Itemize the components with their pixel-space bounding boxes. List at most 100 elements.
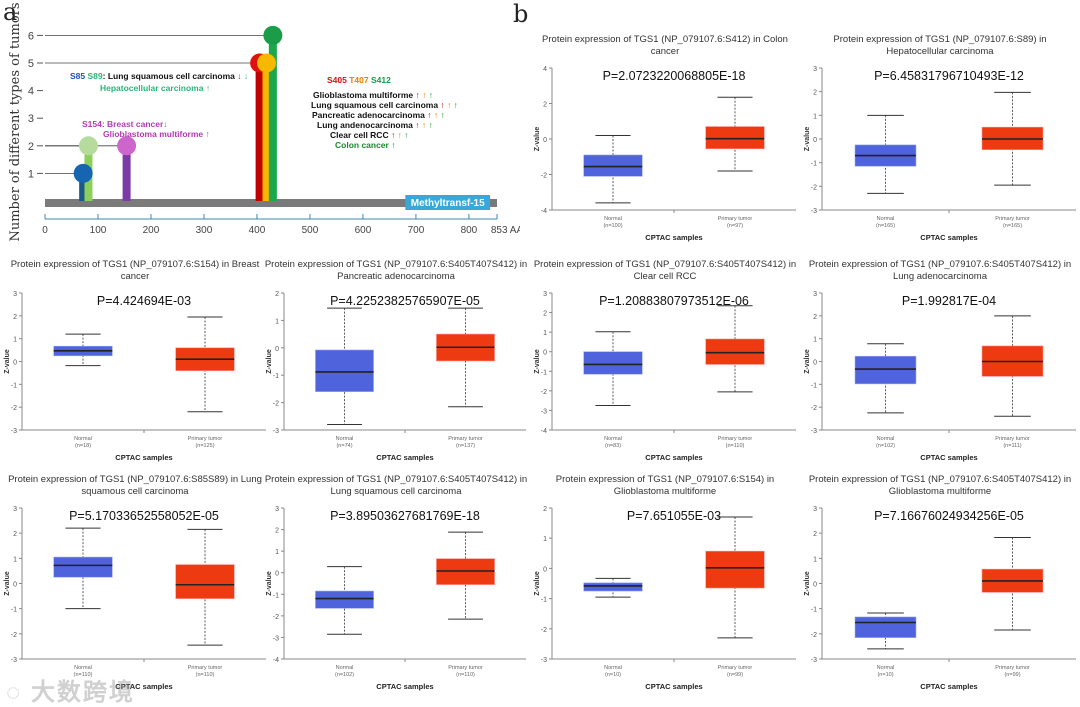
y-axis-label: Z-value <box>804 349 811 374</box>
group-label: Normal <box>604 436 622 442</box>
lollipop-svg: Number of different types of tumors 1 2 3 4 5… <box>8 2 523 241</box>
group-n: (n=74) <box>336 443 352 449</box>
site-annotation: Hepatocellular carcinoma ↑ <box>100 84 210 93</box>
boxplot-svg: Protein expression of TGS1 (NP_079107.6:… <box>804 474 1076 691</box>
annotation-text: ↑ <box>433 110 441 120</box>
group-n: (n=10) <box>605 672 621 678</box>
y-tick-label: -2 <box>811 405 817 412</box>
y-tick-label: -1 <box>541 597 547 604</box>
x-tick-label: 300 <box>196 225 213 236</box>
annotation-text: ↓ <box>237 71 244 81</box>
y-tick-label: 0 <box>275 571 279 578</box>
tumor-box <box>705 126 765 150</box>
boxplot-panel: Protein expression of TGS1 (NP_079107.6:… <box>262 470 530 699</box>
tumor-box <box>705 550 765 589</box>
chart-title: Protein expression of TGS1 (NP_079107.6:… <box>265 474 527 485</box>
annotation-text: Glioblastoma multiforme ↑ <box>103 129 210 139</box>
group-label: Normal <box>74 436 92 442</box>
annotation-text: ↑ <box>404 130 409 140</box>
group-n: (n=102) <box>335 672 354 678</box>
site-annotation: S85 S89: Lung squamous cell carcinoma ↓ … <box>70 72 248 81</box>
group-n: (n=100) <box>603 223 622 229</box>
y-axis-label: Z-value <box>4 571 11 596</box>
y-axis-label: Z-value <box>266 571 273 596</box>
annotation-text: Clear cell RCC <box>330 130 391 140</box>
annotation-text: ↑ <box>440 100 448 110</box>
y-tick-label: 2 <box>13 314 17 321</box>
y-tick-label: 2 <box>543 311 547 318</box>
chart-title: Protein expression of TGS1 (NP_079107.6:… <box>809 474 1071 485</box>
y-tick-label: 1 <box>28 168 34 180</box>
p-value: P=1.992817E-04 <box>902 294 996 308</box>
annotation-text: Colon cancer ↑ <box>335 140 396 150</box>
group-label: Primary tumor <box>995 436 1030 442</box>
stem-S412 <box>268 35 277 202</box>
annotation-text: ↑ <box>397 130 405 140</box>
chart-title: Protein expression of TGS1 (NP_079107.6:… <box>534 259 796 270</box>
annotation-text: S405 <box>327 75 350 85</box>
y-tick-label: 3 <box>813 291 817 298</box>
group-n: (n=110) <box>726 443 745 449</box>
annotation-text: Lung squamous cell carcinoma <box>311 100 441 110</box>
group-label: Normal <box>336 665 354 671</box>
group-label: Normal <box>336 436 354 442</box>
y-tick-label: -3 <box>811 657 817 664</box>
y-tick-label: 1 <box>275 318 279 325</box>
normal-box <box>53 556 113 578</box>
y-tick-label: 1 <box>543 330 547 337</box>
y-tick-label: -4 <box>273 657 279 664</box>
group-label: Primary tumor <box>995 665 1030 671</box>
x-tick-label: 100 <box>90 225 107 236</box>
y-tick-label: 1 <box>13 337 17 344</box>
y-tick-label: -3 <box>541 408 547 415</box>
x-tick-label: 700 <box>408 225 425 236</box>
panel-label-b: b <box>513 0 529 28</box>
annotation-text: S89 <box>87 71 103 81</box>
chart-title: Glioblastoma multiforme <box>889 486 991 497</box>
y-tick-label: 3 <box>28 113 34 125</box>
x-axis-label: CPTAC samples <box>645 233 702 242</box>
normal-box <box>583 351 643 375</box>
chart-title: Protein expression of TGS1 (NP_079107.6:… <box>556 474 774 485</box>
lollipop-head-S89 <box>78 136 98 156</box>
tumor-box <box>175 564 235 599</box>
annotation-text: S154: Breast cancer↓ <box>82 119 168 129</box>
y-tick-label: -3 <box>11 428 17 435</box>
y-tick-label: -4 <box>541 428 547 435</box>
y-tick-label: 0 <box>275 346 279 353</box>
group-label: Normal <box>877 216 895 222</box>
y-tick-label: -2 <box>273 614 279 621</box>
p-value: P=3.89503627681769E-18 <box>330 509 480 523</box>
y-tick-label: -3 <box>811 208 817 215</box>
normal-box <box>583 154 643 177</box>
x-axis-label: CPTAC samples <box>376 682 433 691</box>
y-tick-label: 3 <box>275 506 279 513</box>
site-annotation: Glioblastoma multiforme ↑ <box>103 130 210 139</box>
annotation-text: ↑ <box>390 130 398 140</box>
group-label: Primary tumor <box>188 436 223 442</box>
annotation-text: S412 <box>370 75 391 85</box>
y-tick-label: 3 <box>813 66 817 73</box>
y-tick-label: 0 <box>813 137 817 144</box>
chart-title: squamous cell carcinoma <box>81 486 189 497</box>
annotation-text: S85 <box>70 71 88 81</box>
normal-box <box>315 349 374 392</box>
group-n: (n=99) <box>1004 672 1020 678</box>
stem-S85 <box>79 173 88 201</box>
y-tick-label: 4 <box>543 66 547 73</box>
group-n: (n=10) <box>877 672 893 678</box>
y-tick-label: 1 <box>813 556 817 563</box>
y-tick-label: -1 <box>811 382 817 389</box>
boxplot-svg: Protein expression of TGS1 (NP_079107.6:… <box>804 259 1076 462</box>
boxplot-svg: Protein expression of TGS1 (NP_079107.6:… <box>265 259 527 462</box>
group-label: Primary tumor <box>188 665 223 671</box>
normal-box <box>583 582 643 592</box>
annotation-text: Lung andenocarcinoma <box>317 120 416 130</box>
y-tick-label: -1 <box>273 373 279 380</box>
y-tick-label: -1 <box>273 592 279 599</box>
chart-title: Lung squamous cell carcinoma <box>331 486 463 497</box>
boxplot-panel: Protein expression of TGS1 (NP_079107.6:… <box>0 255 270 470</box>
annotation-text: ↑ <box>415 90 423 100</box>
site-annotation: Colon cancer ↑ <box>335 141 395 150</box>
y-axis-label: Z-value <box>4 349 11 374</box>
